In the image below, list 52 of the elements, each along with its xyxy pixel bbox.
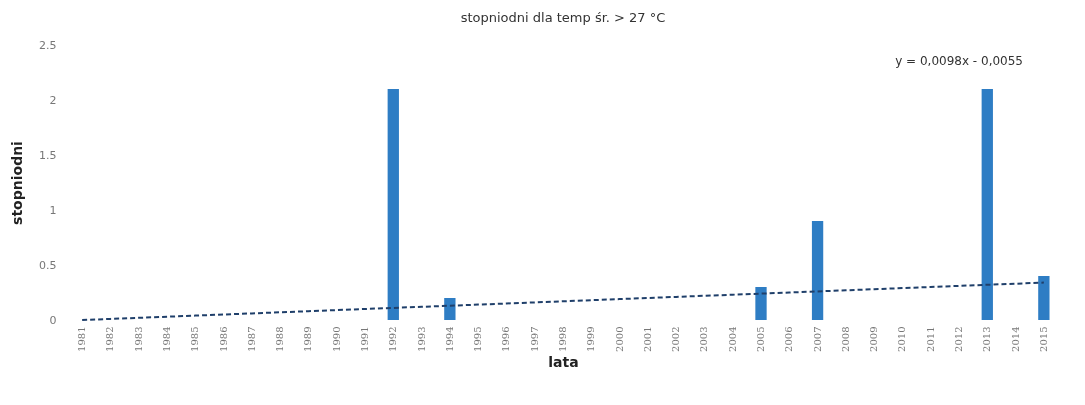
x-tick-label: 2006 bbox=[783, 326, 795, 352]
x-tick-label: 1998 bbox=[557, 326, 568, 352]
x-tick-label: 2002 bbox=[670, 326, 682, 352]
y-tick-label: 2.5 bbox=[39, 38, 57, 52]
x-tick-label: 1989 bbox=[302, 326, 314, 352]
annotation: y = 0,0098x - 0,0055 bbox=[895, 54, 1023, 68]
y-tick-label: 0.5 bbox=[39, 258, 57, 272]
x-tick-label: 2001 bbox=[641, 326, 653, 352]
x-tick-label: 2003 bbox=[698, 326, 710, 352]
x-tick-label: 1999 bbox=[585, 326, 597, 352]
x-tick-label: 2012 bbox=[953, 326, 964, 352]
y-tick-label: 1.5 bbox=[39, 148, 57, 162]
bar bbox=[981, 89, 993, 320]
x-tick-label: 1983 bbox=[132, 326, 144, 352]
x-tick-label: 1992 bbox=[387, 326, 399, 352]
x-tick-label: 1994 bbox=[443, 326, 455, 352]
y-tick-label: 2 bbox=[49, 93, 57, 107]
bar bbox=[811, 221, 824, 320]
x-tick-label: 1982 bbox=[104, 326, 116, 352]
x-tick-label: 2007 bbox=[811, 326, 823, 352]
x-tick-label: 1986 bbox=[217, 326, 229, 352]
line-series bbox=[81, 281, 1045, 321]
x-tick-label: 1991 bbox=[359, 326, 370, 352]
x-tick-label: 2011 bbox=[924, 326, 936, 352]
x-tick-label: 1993 bbox=[415, 326, 427, 352]
x-tick-label: 1984 bbox=[161, 326, 172, 352]
x-tick-label: 2010 bbox=[896, 326, 908, 352]
x-tick-label: 1990 bbox=[330, 326, 342, 352]
bar bbox=[387, 89, 399, 320]
x-tick-label: 1995 bbox=[472, 326, 484, 352]
x-tick-label: 2000 bbox=[613, 326, 625, 352]
x-tick-label: 1981 bbox=[76, 326, 88, 352]
y-axis-title: stopniodni bbox=[9, 141, 26, 225]
x-tick-label: 1985 bbox=[189, 326, 201, 352]
x-axis-title: lata bbox=[548, 353, 579, 370]
x-tick-label: 1996 bbox=[500, 326, 512, 352]
bar bbox=[755, 287, 767, 320]
x-tick-label: 1988 bbox=[274, 326, 286, 352]
x-tick-label: 1987 bbox=[245, 326, 257, 352]
y-tick-label: 0 bbox=[49, 313, 57, 327]
x-tick-label: 2008 bbox=[839, 326, 851, 352]
x-tick-label: 2013 bbox=[981, 326, 993, 352]
chart-title: stopniodni dla temp śr. > 27 °C bbox=[460, 10, 666, 25]
x-tick-label: 2009 bbox=[868, 326, 880, 352]
bar bbox=[1038, 276, 1050, 320]
x-tick-label: 1997 bbox=[528, 326, 540, 352]
y-tick-label: 1 bbox=[49, 203, 57, 217]
x-tick-label: 2005 bbox=[755, 326, 766, 352]
x-tick-label: 2004 bbox=[726, 326, 738, 352]
x-tick-label: 2015 bbox=[1037, 326, 1049, 352]
x-tick-label: 2014 bbox=[1009, 326, 1021, 352]
bar bbox=[444, 298, 456, 320]
